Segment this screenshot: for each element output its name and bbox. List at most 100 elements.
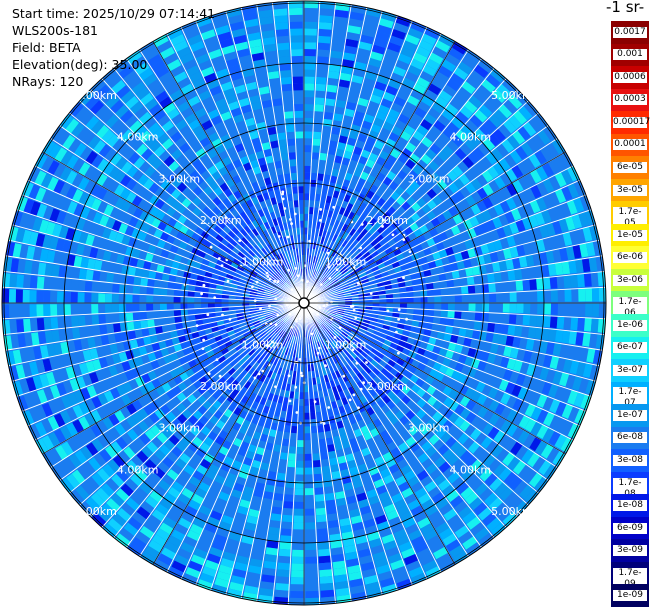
range-gate-cell xyxy=(276,336,282,344)
colorbar-tick-label: 0.0017 xyxy=(613,26,647,38)
range-gate-cell xyxy=(217,104,230,115)
range-gate-cell xyxy=(9,273,18,288)
range-gate-cell xyxy=(320,285,327,291)
ray-separator xyxy=(5,303,301,351)
range-gate-cell xyxy=(336,345,343,353)
range-gate-cell xyxy=(333,113,343,122)
range-gate-cell xyxy=(375,408,385,418)
range-gate-cell xyxy=(234,561,249,572)
range-gate-cell xyxy=(35,360,46,375)
range-gate-cell xyxy=(231,247,240,255)
range-gate-cell xyxy=(149,335,159,344)
range-gate-cell xyxy=(323,245,329,253)
range-gate-cell xyxy=(313,466,322,475)
range-gate-cell xyxy=(221,44,236,55)
range-gate-cell xyxy=(145,381,156,393)
range-gate-cell xyxy=(370,359,379,367)
range-gate-cell xyxy=(459,186,471,198)
range-gate-cell xyxy=(219,368,228,377)
range-gate-cell xyxy=(206,148,218,160)
range-gate-cell xyxy=(482,422,494,436)
range-gate-cell xyxy=(380,271,389,278)
range-gate-cell xyxy=(544,303,552,315)
range-gate-cell xyxy=(230,218,239,227)
range-gate-cell xyxy=(222,88,235,98)
range-gate-cell xyxy=(218,491,231,502)
range-gate-cell xyxy=(214,294,222,299)
range-gate-cell xyxy=(434,303,442,310)
range-gate-cell xyxy=(419,70,434,83)
range-gate-cell xyxy=(265,253,272,261)
range-gate-cell xyxy=(365,158,375,169)
range-gate-cell xyxy=(256,242,264,250)
range-gate-cell xyxy=(86,442,99,457)
center-speckle xyxy=(386,309,390,313)
range-gate-cell xyxy=(316,411,323,419)
range-gate-cell xyxy=(338,335,345,342)
range-gate-cell xyxy=(328,232,335,241)
range-gate-cell xyxy=(424,480,438,493)
range-gate-cell xyxy=(127,542,144,557)
range-gate-cell xyxy=(276,359,282,368)
range-gate-cell xyxy=(88,457,102,472)
range-gate-cell xyxy=(553,204,565,219)
range-gate-cell xyxy=(333,318,341,324)
range-gate-cell xyxy=(78,268,87,280)
range-gate-cell xyxy=(132,207,143,219)
range-gate-cell xyxy=(263,560,277,570)
range-gate-cell xyxy=(211,238,221,247)
range-gate-cell xyxy=(304,76,315,84)
range-gate-cell xyxy=(352,117,363,127)
range-gate-cell xyxy=(363,334,372,341)
center-speckle xyxy=(217,257,221,260)
range-gate-cell xyxy=(276,328,283,335)
range-gate-cell xyxy=(187,303,195,310)
range-gate-cell xyxy=(190,554,206,566)
range-gate-cell xyxy=(278,465,287,474)
range-gate-cell xyxy=(220,462,232,473)
center-speckle xyxy=(335,268,339,271)
range-gate-cell xyxy=(358,548,372,558)
range-gate-cell xyxy=(314,487,325,495)
range-gate-cell xyxy=(336,327,343,333)
range-gate-cell xyxy=(106,134,120,148)
range-gate-cell xyxy=(352,259,360,267)
range-gate-cell xyxy=(293,522,304,530)
range-gate-cell xyxy=(312,263,317,271)
range-gate-cell xyxy=(370,123,382,134)
ray-separator xyxy=(5,255,301,303)
range-gate-cell xyxy=(423,528,438,541)
range-gate-cell xyxy=(194,286,203,293)
range-gate-cell xyxy=(284,282,291,289)
range-gate-cell xyxy=(144,459,157,472)
range-gate-cell xyxy=(143,404,155,416)
range-gate-cell xyxy=(492,376,503,389)
range-gate-cell xyxy=(215,68,229,79)
range-gate-cell xyxy=(335,491,346,500)
range-gate-cell xyxy=(221,197,231,207)
range-gate-cell xyxy=(291,263,295,271)
center-speckle xyxy=(313,400,317,404)
center-speckle xyxy=(271,340,274,344)
range-gate-cell xyxy=(316,264,321,272)
range-gate-cell xyxy=(232,568,247,579)
range-gate-cell xyxy=(505,258,514,270)
range-gate-cell xyxy=(142,190,154,203)
range-gate-cell xyxy=(338,511,350,520)
range-gate-cell xyxy=(125,497,140,511)
center-speckle xyxy=(306,280,309,283)
range-gate-cell xyxy=(537,409,549,424)
range-gate-cell xyxy=(129,257,138,268)
range-gate-cell xyxy=(268,526,281,536)
range-gate-cell xyxy=(385,263,394,271)
range-gate-cell xyxy=(387,78,401,90)
range-gate-cell xyxy=(506,358,517,370)
range-gate-cell xyxy=(420,522,435,535)
range-gate-cell xyxy=(376,351,385,360)
range-gate-cell xyxy=(406,95,420,107)
range-gate-cell xyxy=(355,456,366,466)
range-gate-cell xyxy=(261,99,272,109)
range-gate-cell xyxy=(524,488,539,504)
range-gate-cell xyxy=(85,269,94,281)
range-gate-cell xyxy=(115,85,131,99)
